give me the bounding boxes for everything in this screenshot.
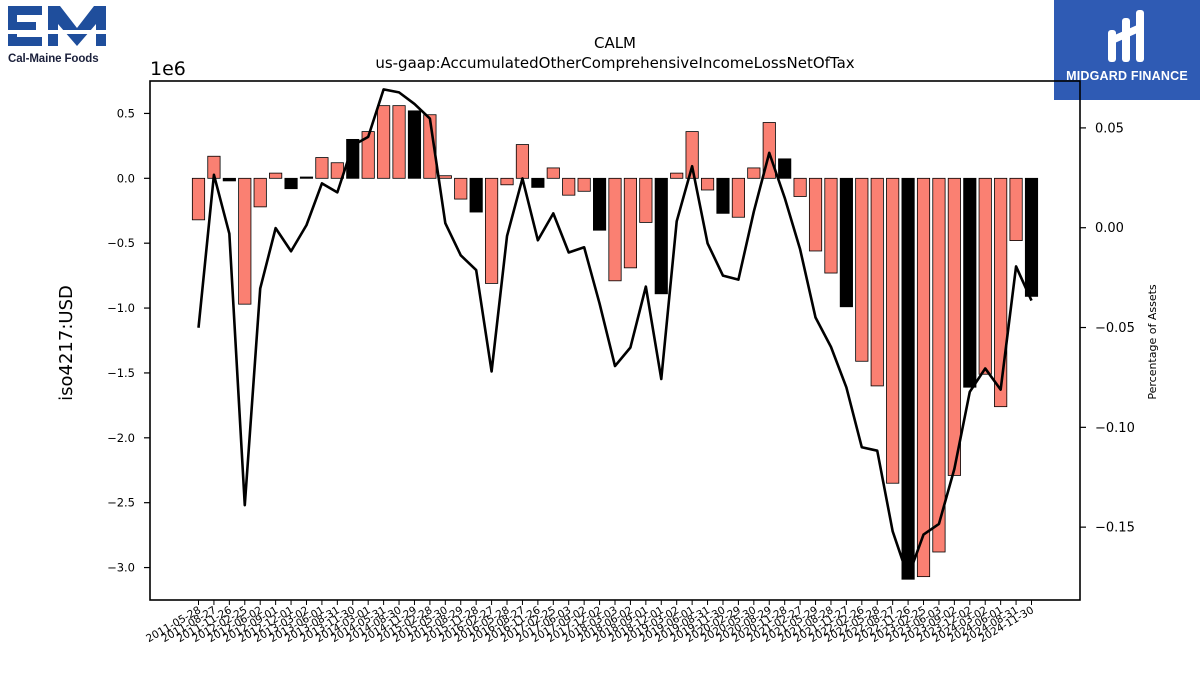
- chart-title: CALM: [594, 34, 636, 52]
- bar: [222, 177, 236, 182]
- y-axis-label: iso4217:USD: [56, 285, 77, 401]
- bar: [469, 177, 483, 213]
- bar: [670, 172, 684, 179]
- y2-tick-label: −0.15: [1095, 521, 1135, 536]
- x-axis: 2011-05-282011-08-272011-11-262012-02-25…: [144, 600, 1036, 645]
- bar: [808, 177, 823, 252]
- bar: [500, 177, 514, 186]
- y2-tick-label: −0.10: [1095, 421, 1135, 436]
- bar: [916, 177, 931, 578]
- midgard-finance-logo: MIDGARD FINANCE: [1054, 0, 1200, 100]
- cal-maine-logo: Cal-Maine Foods: [6, 4, 110, 68]
- bar: [407, 110, 422, 179]
- bar: [700, 177, 715, 191]
- bar: [947, 177, 961, 476]
- y-tick-label: −0.5: [107, 236, 135, 250]
- bar: [485, 177, 499, 284]
- bar: [238, 177, 252, 305]
- y2-tick-label: 0.05: [1095, 121, 1124, 136]
- bar: [546, 167, 560, 179]
- series-line: [197, 88, 1033, 579]
- y2-axis-label: Percentage of Assets: [1146, 284, 1159, 400]
- y2-tick-label: 0.00: [1095, 221, 1124, 236]
- plot-frame: [149, 80, 1081, 601]
- bar: [377, 105, 391, 179]
- bar: [593, 177, 607, 231]
- bar: [994, 177, 1008, 408]
- y-offset-label: 1e6: [150, 58, 186, 80]
- bar: [886, 177, 900, 484]
- bar: [978, 177, 992, 375]
- y-tick-label: −1.5: [107, 366, 135, 380]
- bar: [747, 167, 761, 179]
- y-tick-label: −2.0: [107, 431, 135, 445]
- y-tick-label: 0.0: [117, 171, 135, 185]
- em-logo-icon: [6, 6, 106, 46]
- line-group: [197, 88, 1033, 579]
- bar: [608, 177, 622, 282]
- bar: [346, 138, 360, 179]
- bar: [577, 177, 591, 192]
- bar: [361, 131, 375, 179]
- midgard-emblem-icon: [1108, 10, 1144, 62]
- y-tick-label: −1.0: [107, 301, 135, 315]
- bar: [562, 177, 576, 196]
- bar: [515, 144, 530, 179]
- bar: [299, 176, 314, 179]
- bar: [963, 177, 977, 388]
- bar: [778, 158, 792, 179]
- bar: [1024, 177, 1039, 297]
- bar: [315, 157, 329, 179]
- bar: [731, 177, 745, 218]
- bar: [531, 177, 545, 188]
- bar: [1009, 177, 1023, 241]
- bar: [623, 177, 638, 269]
- bar: [654, 177, 668, 295]
- bar: [870, 177, 884, 387]
- brand-text-right: MIDGARD FINANCE: [1066, 69, 1188, 83]
- y2-axis: 0.05 0.00 −0.05 −0.10 −0.15: [1080, 121, 1135, 536]
- bar: [901, 177, 915, 580]
- bar: [855, 177, 869, 362]
- bar: [932, 177, 946, 553]
- y-axis: 0.5 0.0 −0.5 −1.0 −1.5 −2.0 −2.5 −3.0: [107, 106, 150, 575]
- bar: [839, 177, 853, 308]
- bar: [685, 131, 699, 179]
- bar: [253, 177, 267, 208]
- y2-tick-label: −0.05: [1095, 321, 1135, 336]
- bar: [639, 177, 653, 223]
- chart-subtitle: us-gaap:AccumulatedOtherComprehensiveInc…: [375, 54, 854, 72]
- y-tick-label: 0.5: [117, 106, 135, 120]
- bar: [438, 175, 452, 179]
- bar: [793, 177, 807, 197]
- brand-text-left: Cal-Maine Foods: [8, 53, 99, 65]
- bar: [269, 172, 283, 179]
- bars-group: [191, 105, 1039, 580]
- y-tick-label: −2.5: [107, 496, 135, 510]
- y-tick-label: −3.0: [107, 561, 135, 575]
- bar: [716, 177, 730, 214]
- bar: [284, 177, 298, 190]
- bar: [392, 105, 406, 179]
- bar: [454, 177, 468, 200]
- bar: [191, 177, 206, 221]
- bar: [824, 177, 838, 274]
